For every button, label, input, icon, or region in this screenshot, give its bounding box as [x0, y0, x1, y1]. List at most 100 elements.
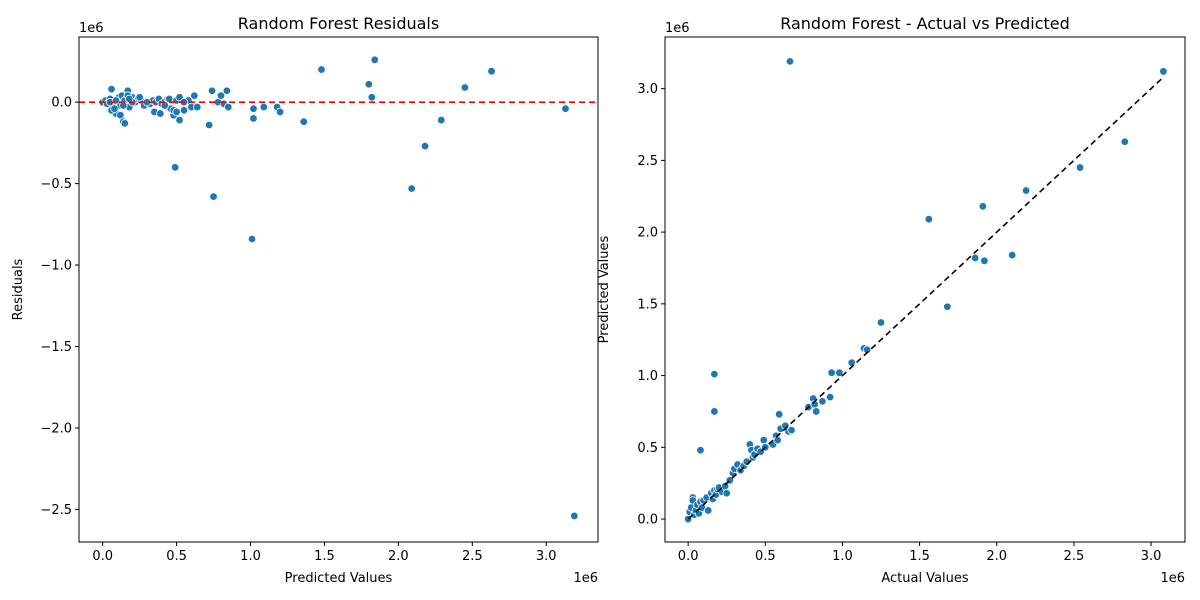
- data-point: [120, 119, 130, 128]
- x-axis-label: Actual Values: [881, 571, 969, 586]
- chart-title: Random Forest - Actual vs Predicted: [780, 14, 1070, 33]
- y-tick-label: −2.0: [40, 421, 72, 436]
- y-tick-label: −1.0: [40, 259, 72, 274]
- x-offset-label: 1e6: [1160, 571, 1185, 586]
- data-point: [110, 104, 119, 113]
- y-tick-label: 0.0: [51, 96, 72, 111]
- data-point: [759, 435, 768, 445]
- x-tick-label: 0.5: [755, 549, 776, 564]
- y-tick-label: −2.5: [40, 503, 72, 518]
- x-tick-label: 0.5: [166, 549, 187, 564]
- y-tick-label: 2.5: [637, 154, 658, 169]
- y-offset-label: 1e6: [665, 21, 690, 36]
- data-point: [224, 102, 233, 112]
- y-tick-label: 1.5: [637, 297, 658, 312]
- data-point: [704, 506, 713, 515]
- data-point: [825, 392, 835, 402]
- data-point: [407, 184, 416, 193]
- data-point: [773, 435, 782, 445]
- x-tick-label: 1.0: [832, 549, 853, 564]
- plot-frame: [78, 36, 599, 543]
- data-point: [111, 96, 121, 105]
- data-point: [561, 104, 570, 113]
- x-tick-label: 0.0: [678, 549, 699, 564]
- data-point: [172, 107, 181, 117]
- y-tick-label: 0.0: [637, 513, 658, 528]
- data-point: [204, 120, 214, 130]
- data-point: [827, 368, 836, 377]
- data-point: [179, 106, 189, 115]
- data-point: [370, 55, 379, 65]
- data-point: [924, 215, 934, 224]
- data-point: [570, 511, 579, 521]
- x-offset-label: 1e6: [573, 571, 598, 586]
- data-point: [980, 256, 989, 266]
- data-point: [222, 86, 232, 95]
- x-tick-label: 3.0: [536, 549, 557, 564]
- actual-vs-predicted-chart: Random Forest - Actual vs Predicted 0.0 0.…: [597, 14, 1186, 586]
- x-tick-label: 1.5: [909, 549, 930, 564]
- residuals-chart: Random Forest Residuals 0.0 0.5 1.0 1.5 2.0 2.…: [11, 14, 599, 586]
- data-point: [135, 93, 144, 102]
- x-tick-label: 2.0: [986, 549, 1007, 564]
- data-point: [722, 489, 731, 498]
- x-axis-label: Predicted Values: [285, 571, 393, 586]
- data-point: [247, 234, 257, 244]
- x-tick-label: 0.0: [92, 549, 113, 564]
- data-point: [710, 407, 719, 416]
- data-point: [1075, 163, 1085, 172]
- y-tick-label: 0.5: [637, 441, 658, 456]
- x-tick-label: 1.5: [314, 549, 335, 564]
- y-tick-label: 2.0: [637, 226, 658, 241]
- data-point: [275, 107, 285, 117]
- data-point: [209, 192, 218, 201]
- data-point: [190, 91, 199, 100]
- y-tick-label: −1.5: [40, 340, 72, 355]
- data-point: [1021, 186, 1031, 195]
- data-point: [978, 202, 988, 211]
- data-point: [367, 93, 376, 102]
- y-offset-label: 1e6: [79, 21, 104, 36]
- y-tick-label: 3.0: [637, 82, 658, 97]
- y-tick-label: −0.5: [40, 177, 72, 192]
- data-point: [812, 407, 821, 416]
- data-point: [835, 368, 844, 377]
- x-tick-label: 2.5: [1064, 549, 1085, 564]
- data-point: [364, 80, 374, 89]
- data-point: [487, 67, 496, 76]
- perfect-prediction-line: [687, 76, 1164, 520]
- data-point: [107, 84, 116, 94]
- data-point: [696, 445, 705, 455]
- data-point: [317, 65, 326, 74]
- plot-frame: [664, 36, 1186, 543]
- data-point: [774, 410, 784, 419]
- x-tick-label: 2.0: [388, 549, 409, 564]
- data-point: [847, 358, 856, 367]
- data-point: [207, 86, 217, 95]
- data-point: [943, 302, 952, 311]
- data-point: [156, 109, 165, 118]
- data-point: [970, 253, 980, 263]
- data-point: [787, 425, 796, 435]
- data-point: [249, 104, 258, 113]
- data-point: [193, 102, 202, 112]
- x-tick-label: 3.0: [1141, 549, 1162, 564]
- y-axis-label: Residuals: [11, 258, 26, 320]
- x-tick-label: 2.5: [462, 549, 483, 564]
- chart-title: Random Forest Residuals: [238, 14, 439, 33]
- data-point: [299, 117, 308, 126]
- data-point: [460, 83, 470, 92]
- data-point: [1007, 250, 1017, 260]
- data-point: [249, 114, 258, 123]
- data-point: [216, 91, 226, 100]
- data-point: [175, 115, 184, 125]
- data-point: [170, 163, 180, 172]
- data-point: [785, 57, 795, 66]
- data-point: [259, 102, 269, 112]
- y-axis-label: Predicted Values: [597, 235, 612, 343]
- data-point: [710, 369, 719, 379]
- data-point: [437, 115, 446, 125]
- data-point: [1159, 67, 1168, 76]
- data-point: [420, 141, 430, 151]
